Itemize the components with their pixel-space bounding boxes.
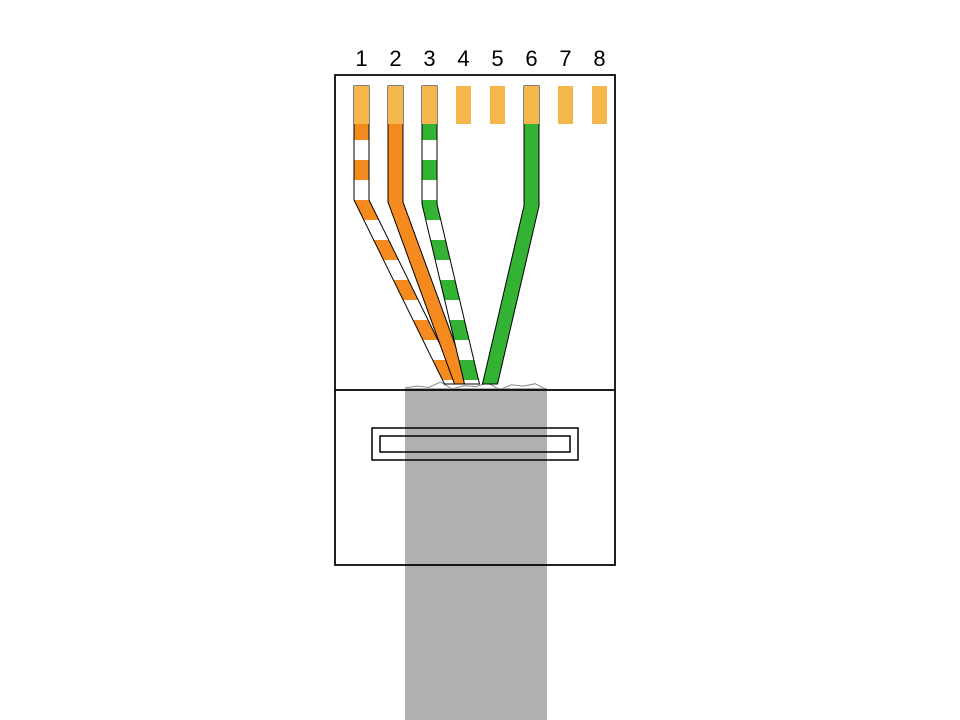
pin-label-5: 5: [491, 46, 503, 71]
pin-label-3: 3: [423, 46, 435, 71]
pin-contact-7: [558, 86, 573, 124]
pin-label-7: 7: [559, 46, 571, 71]
pin-contact-4: [456, 86, 471, 124]
pin-contact-5: [490, 86, 505, 124]
pin-label-2: 2: [389, 46, 401, 71]
pin-label-8: 8: [593, 46, 605, 71]
pin-label-1: 1: [355, 46, 367, 71]
pin-label-6: 6: [525, 46, 537, 71]
cable-sheath: [405, 388, 547, 720]
pin-contact-8: [592, 86, 607, 124]
rj45-wiring-diagram: 12345678: [0, 0, 960, 720]
pin-label-4: 4: [457, 46, 469, 71]
